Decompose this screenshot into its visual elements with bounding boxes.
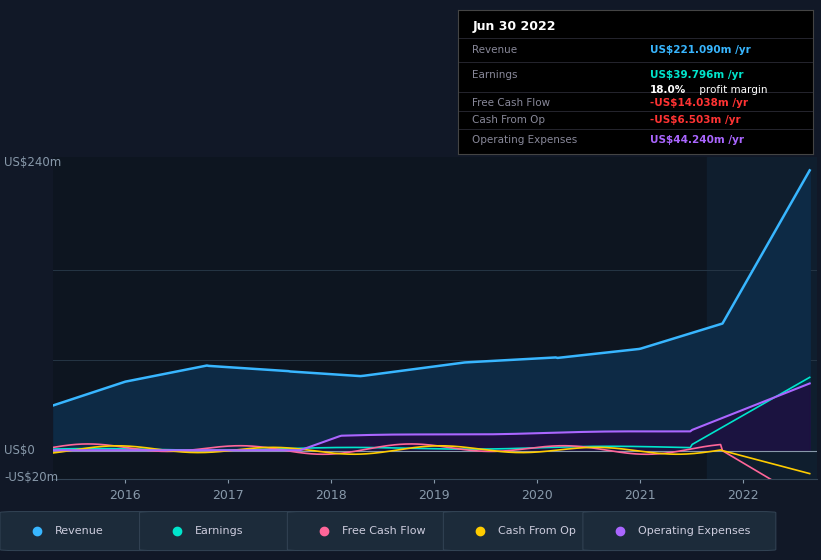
Text: Operating Expenses: Operating Expenses: [472, 134, 577, 144]
Text: US$39.796m /yr: US$39.796m /yr: [649, 69, 743, 80]
Text: Revenue: Revenue: [472, 45, 517, 55]
Text: -US$14.038m /yr: -US$14.038m /yr: [649, 99, 748, 109]
Text: profit margin: profit margin: [695, 86, 768, 95]
FancyBboxPatch shape: [583, 512, 776, 550]
Text: Earnings: Earnings: [472, 69, 518, 80]
Text: US$240m: US$240m: [4, 156, 62, 169]
Text: -US$20m: -US$20m: [4, 470, 58, 484]
Text: Free Cash Flow: Free Cash Flow: [472, 99, 550, 109]
FancyBboxPatch shape: [140, 512, 308, 550]
Text: Cash From Op: Cash From Op: [472, 115, 545, 125]
FancyBboxPatch shape: [287, 512, 464, 550]
Text: US$221.090m /yr: US$221.090m /yr: [649, 45, 750, 55]
FancyBboxPatch shape: [443, 512, 612, 550]
FancyBboxPatch shape: [0, 512, 160, 550]
Text: Revenue: Revenue: [55, 526, 103, 535]
Text: US$0: US$0: [4, 444, 34, 458]
Text: -US$6.503m /yr: -US$6.503m /yr: [649, 115, 741, 125]
Text: Earnings: Earnings: [195, 526, 243, 535]
Text: Free Cash Flow: Free Cash Flow: [342, 526, 426, 535]
Text: Operating Expenses: Operating Expenses: [638, 526, 750, 535]
Text: Jun 30 2022: Jun 30 2022: [472, 20, 556, 32]
Bar: [707, 157, 820, 479]
Text: Cash From Op: Cash From Op: [498, 526, 576, 535]
Text: US$44.240m /yr: US$44.240m /yr: [649, 134, 744, 144]
Text: 18.0%: 18.0%: [649, 86, 686, 95]
